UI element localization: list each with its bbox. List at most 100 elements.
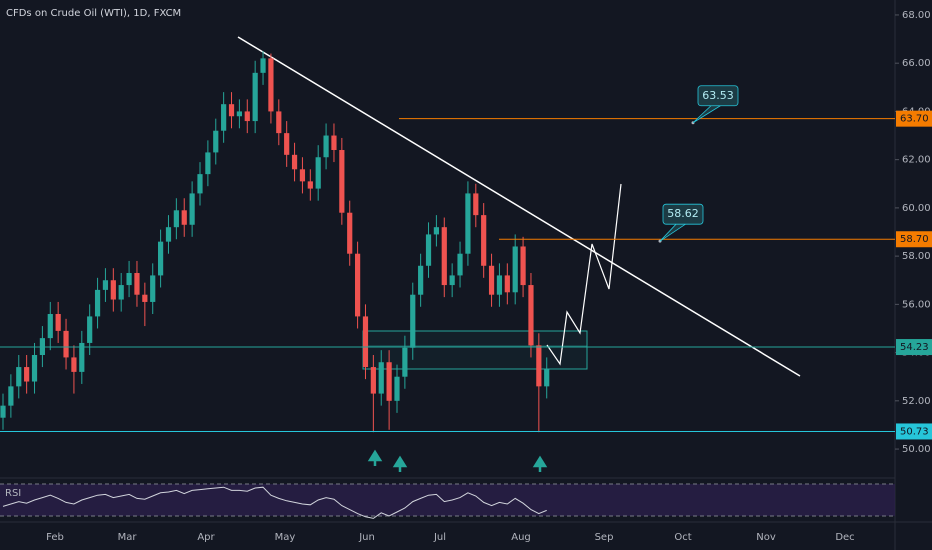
candle-body	[16, 367, 22, 387]
candle-body	[331, 135, 337, 151]
candle-body	[142, 294, 148, 302]
chart-title: CFDs on Crude Oil (WTI), 1D, FXCM	[6, 8, 181, 19]
candle-body	[173, 210, 179, 228]
x-tick-label: Dec	[835, 532, 854, 543]
x-tick-label: Nov	[756, 532, 776, 543]
level-label-box	[896, 339, 932, 356]
rsi-line	[2, 486, 547, 519]
candle-body	[71, 357, 77, 372]
x-tick-label: Mar	[118, 532, 138, 543]
x-tick-label: May	[275, 532, 296, 543]
candle-body	[410, 294, 416, 348]
candle-body	[347, 212, 353, 254]
x-tick-label: Jul	[433, 532, 446, 543]
candle-body	[181, 210, 187, 225]
candle-body	[528, 285, 534, 346]
candle-body	[362, 316, 369, 368]
rsi-band	[0, 484, 895, 516]
candle-body	[244, 111, 250, 122]
candle-body	[504, 275, 510, 293]
candle-body	[79, 342, 85, 372]
level-label-box	[896, 110, 932, 127]
y-tick-label: 62.00	[902, 155, 931, 166]
candle-body	[465, 193, 471, 254]
candle-body	[126, 273, 132, 286]
y-tick-label: 50.00	[902, 444, 931, 455]
x-tick-label: Oct	[674, 532, 691, 543]
y-tick-label: 58.00	[902, 251, 931, 262]
support-zone	[362, 330, 588, 370]
arrow-up	[392, 455, 408, 472]
candle-body	[47, 314, 53, 339]
candle-body	[236, 111, 242, 117]
candle-body	[205, 152, 211, 175]
x-tick-label: Sep	[595, 532, 614, 543]
candle-body	[355, 253, 361, 317]
callout-box	[697, 85, 739, 107]
candle-body	[536, 345, 542, 387]
y-tick-label: 60.00	[902, 203, 931, 214]
candle-body	[488, 265, 495, 295]
candle-body	[197, 174, 203, 194]
y-tick-label: 52.00	[902, 396, 931, 407]
candle-body	[228, 104, 235, 117]
candle-body	[394, 376, 400, 401]
callout-label: 63.53	[702, 89, 734, 102]
candle-body	[449, 275, 455, 286]
candle-body	[520, 246, 526, 286]
level-label-box	[896, 231, 932, 248]
rsi-label: RSI	[5, 488, 21, 499]
candle-body	[0, 405, 6, 418]
candle-body	[473, 193, 479, 216]
candle-body	[441, 227, 447, 286]
candle-body	[544, 369, 550, 387]
candle-body	[63, 330, 69, 358]
candle-body	[299, 169, 306, 182]
candle-body	[158, 241, 164, 276]
candle-body	[94, 289, 101, 317]
arrow-up	[532, 455, 548, 472]
candle-body	[260, 58, 266, 73]
candle-body	[512, 246, 518, 293]
level-label: 54.23	[900, 342, 929, 353]
candle-body	[402, 347, 408, 377]
candle-body	[165, 227, 172, 242]
candle-body	[496, 275, 503, 295]
candle-body	[24, 367, 30, 382]
x-tick-label: Jun	[358, 532, 375, 543]
candle-body	[118, 285, 124, 300]
level-label: 63.70	[900, 114, 929, 125]
candle-body	[221, 104, 227, 131]
candle-body	[323, 135, 329, 158]
callout-label: 58.62	[667, 207, 699, 220]
candle-body	[213, 130, 219, 153]
marks	[0, 51, 550, 433]
candle-body	[425, 234, 432, 266]
candle-body	[370, 367, 376, 394]
candle-body	[252, 72, 258, 122]
trendline	[237, 36, 801, 377]
candle-body	[291, 154, 298, 170]
candle-body	[150, 275, 156, 302]
candle-body	[386, 362, 392, 401]
candle-body	[110, 280, 116, 300]
candle-body	[189, 193, 195, 225]
candle-body	[276, 111, 282, 134]
y-tick-label: 66.00	[902, 58, 931, 69]
candle-body	[457, 253, 463, 276]
level-label-box	[896, 423, 932, 440]
candle-body	[55, 314, 61, 331]
x-tick-label: Apr	[197, 532, 215, 543]
candle-body	[268, 58, 274, 112]
candle-body	[339, 150, 345, 213]
y-tick-label: 56.00	[902, 299, 931, 310]
candle-body	[418, 265, 424, 295]
y-tick-label: 68.00	[902, 10, 931, 21]
callout-box	[662, 203, 704, 225]
candle-body	[315, 157, 321, 189]
projection	[546, 183, 622, 366]
candle-body	[284, 133, 290, 155]
candle-body	[8, 386, 14, 406]
